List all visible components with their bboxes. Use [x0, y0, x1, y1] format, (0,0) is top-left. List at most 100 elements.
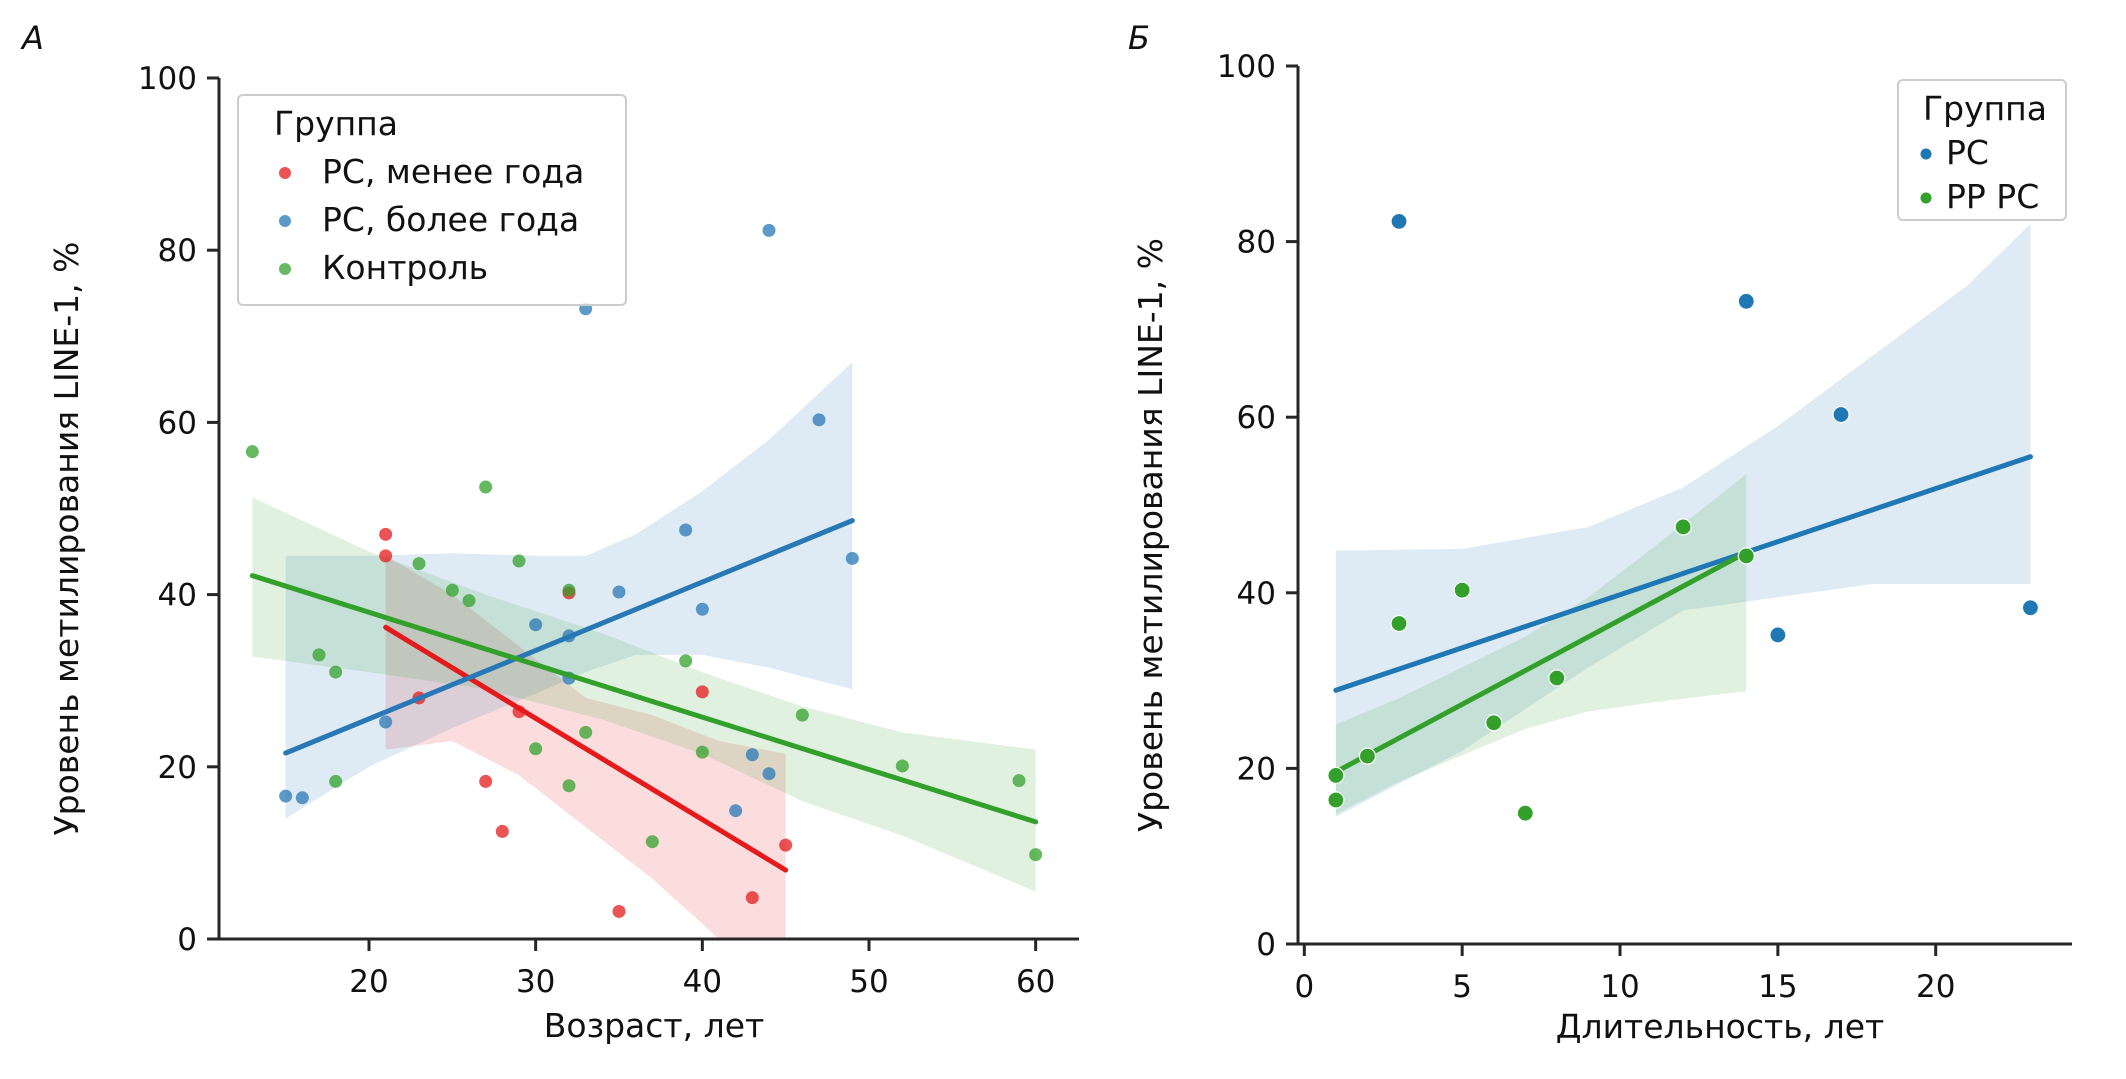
panel-b-legend-box [1897, 79, 2067, 221]
data-point-rs-bolee-goda [762, 767, 776, 781]
x-tick-label: 60 [1016, 964, 1055, 1000]
data-point-rr-rs [1390, 614, 1408, 633]
data-point-kontrol [245, 445, 259, 459]
data-point-rs [1832, 405, 1850, 424]
data-point-rs-bolee-goda [529, 618, 543, 632]
panel-a-legend-title: Группа [274, 104, 398, 143]
data-point-rs-bolee-goda [295, 791, 309, 805]
data-point-kontrol [412, 557, 426, 571]
y-tick-label: 40 [1237, 576, 1276, 612]
y-tick-label: 80 [1237, 225, 1276, 261]
data-point-rs-bolee-goda [695, 602, 709, 616]
panel-a-points [245, 223, 1043, 918]
data-point-kontrol [679, 654, 693, 668]
panel-a-regression-lines [249, 518, 1039, 873]
legend-label-rr-rs: РР РС [1946, 177, 2039, 216]
data-point-kontrol [1029, 848, 1043, 862]
legend-marker-rr-rs [1920, 192, 1932, 204]
y-tick-label: 0 [177, 922, 197, 958]
panel-b-legend-title: Группа [1923, 89, 2047, 128]
x-tick-label: 5 [1452, 969, 1472, 1005]
data-point-kontrol [479, 480, 493, 494]
data-point-rs-bolee-goda [845, 551, 859, 565]
data-point-rs-menee-goda [779, 838, 793, 852]
data-point-rs-menee-goda [745, 891, 759, 905]
regression-line-rs-menee-goda [383, 624, 789, 873]
x-tick-label: 15 [1758, 969, 1797, 1005]
data-point-rs [1390, 212, 1408, 231]
panel-a-x-axis-label: Возраст, лет [544, 1006, 765, 1045]
data-point-kontrol [1012, 774, 1026, 788]
panel-b-regression-lines [1333, 454, 2033, 775]
data-point-rs-menee-goda [379, 527, 393, 541]
data-point-kontrol [312, 648, 326, 662]
data-point-rs-menee-goda [379, 549, 393, 563]
y-tick-label: 100 [1217, 49, 1276, 85]
data-point-rs [1737, 292, 1755, 310]
data-point-rs-menee-goda [695, 685, 709, 699]
y-tick-label: 40 [158, 578, 197, 614]
x-tick-label: 40 [683, 964, 722, 1000]
legend-marker-rs-less-year [279, 167, 291, 179]
panel-a-axes: 0 20 40 60 80 100 20 30 40 50 60 [138, 61, 1079, 1000]
data-point-rs-bolee-goda [279, 789, 293, 803]
data-point-rr-rs [1485, 714, 1503, 732]
legend-marker-rs [1920, 148, 1932, 160]
panel-b-legend: Группа РС РР РС [1897, 79, 2067, 221]
panel-a-label: А [20, 19, 44, 57]
panel-b-y-axis-label: Уровень метилирования LINE-1, % [1131, 238, 1170, 832]
x-tick-label: 20 [1916, 969, 1955, 1005]
legend-marker-rs-more-year [279, 215, 291, 227]
y-tick-label: 100 [138, 61, 197, 97]
data-point-kontrol [695, 745, 709, 759]
data-point-kontrol [795, 708, 809, 722]
data-point-rr-rs [1358, 747, 1377, 765]
data-point-rs-bolee-goda [729, 804, 743, 818]
data-point-kontrol [562, 583, 576, 597]
data-point-kontrol [445, 583, 459, 597]
legend-label-rs-less-year: РС, менее года [322, 152, 584, 191]
regression-line-kontrol [249, 573, 1039, 825]
data-point-rs-bolee-goda [812, 413, 826, 427]
data-point-rr-rs [1516, 804, 1534, 822]
panel-a: А 0 20 40 60 80 100 20 30 40 50 60 Возраст, лет Ур… [20, 19, 1079, 1045]
data-point-kontrol [329, 665, 343, 679]
data-point-rs-bolee-goda [612, 585, 626, 599]
regression-line-rs-bolee-goda [283, 518, 855, 756]
panel-b-axes: 0 20 40 60 80 100 0 5 10 15 20 [1217, 49, 2072, 1005]
data-point-rs-menee-goda [495, 824, 509, 838]
panel-b: Б 0 20 40 60 80 100 0 5 10 15 20 Длительность, лет… [1128, 19, 2072, 1046]
legend-label-rs: РС [1946, 133, 1989, 172]
data-point-kontrol [329, 774, 343, 788]
panel-a-confidence-bands [252, 362, 1036, 939]
legend-label-rs-more-year: РС, более года [322, 200, 579, 239]
data-point-kontrol [529, 742, 543, 756]
y-tick-label: 60 [1237, 400, 1276, 436]
legend-label-control: Контроль [322, 248, 488, 287]
panel-a-y-axis-label: Уровень метилирования LINE-1, % [47, 242, 86, 836]
data-point-rs-bolee-goda [745, 748, 759, 762]
data-point-rr-rs [1327, 766, 1345, 785]
y-tick-label: 60 [158, 405, 197, 441]
ci-band-kontrol [252, 497, 1036, 892]
data-point-rs-bolee-goda [379, 715, 393, 729]
data-point-rs [2021, 599, 2040, 617]
data-point-rr-rs [1453, 581, 1471, 599]
y-tick-label: 80 [158, 233, 197, 269]
data-point-kontrol [462, 594, 476, 608]
panel-b-x-axis-label: Длительность, лет [1556, 1007, 1885, 1046]
regression-line-rs [1333, 454, 2033, 693]
data-point-rs-bolee-goda [679, 523, 693, 537]
legend-marker-control [279, 263, 291, 275]
panel-b-points [1327, 212, 2040, 822]
x-tick-label: 50 [849, 964, 888, 1000]
data-point-kontrol [645, 835, 659, 849]
data-point-rs-menee-goda [612, 904, 626, 918]
data-point-kontrol [895, 759, 909, 773]
x-tick-label: 10 [1600, 969, 1639, 1005]
y-tick-label: 20 [1237, 751, 1276, 787]
data-point-kontrol [562, 779, 576, 793]
data-point-rr-rs [1327, 791, 1345, 809]
x-tick-label: 0 [1294, 969, 1314, 1005]
